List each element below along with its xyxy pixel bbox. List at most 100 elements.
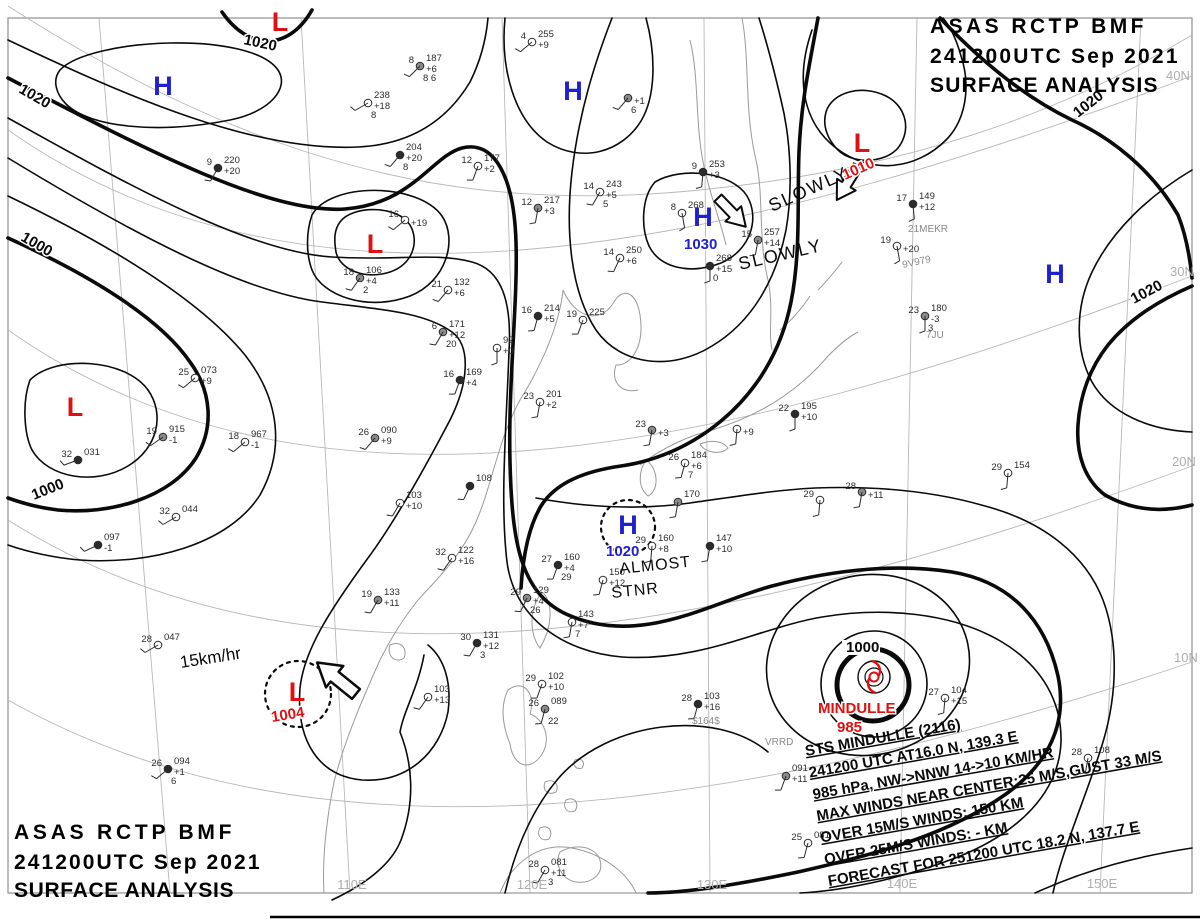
station-pressure: 268 — [688, 200, 704, 211]
wind-barb-icon — [735, 428, 738, 444]
wind-barb-icon — [648, 429, 653, 445]
wind-barb-tick-icon — [919, 330, 926, 334]
station-tendency: +15 — [716, 264, 732, 275]
station-pressure: 160 — [564, 552, 580, 563]
wind-barb-icon — [454, 379, 461, 395]
low-center-marker: L — [272, 7, 289, 37]
wind-barb-tick-icon — [345, 288, 352, 291]
misc-labels-layer: 9V979 21MEKR 7JU VRRD $164$ — [692, 224, 948, 748]
station-plot: 150+12 — [593, 567, 625, 596]
wind-barb-tick-icon — [853, 506, 860, 509]
wind-barb-tick-icon — [437, 568, 444, 571]
station-pressure: 180 — [931, 303, 947, 314]
wind-barb-tick-icon — [158, 520, 164, 525]
station-plot: 23 201+2 — [523, 389, 562, 419]
station-tendency: +9 — [538, 40, 549, 51]
movement-arrows — [315, 162, 864, 701]
station-tendency: +5 — [606, 190, 617, 201]
high-center-marker: H — [618, 510, 638, 540]
station-pressure: 204 — [406, 142, 422, 153]
station-plot: 18 106+42 — [343, 265, 381, 296]
station-pressure: 090 — [381, 425, 397, 436]
station-extra: 3 — [548, 877, 553, 888]
station-temp: 32 — [61, 449, 72, 460]
parallel-20n — [7, 465, 1193, 635]
station-tendency: +8 — [658, 544, 669, 555]
wind-barb-icon — [472, 165, 479, 181]
wind-barb-icon — [540, 708, 546, 724]
isobar-low-outer — [306, 189, 450, 304]
station-pressure: 250 — [626, 245, 642, 256]
isobar-1000-sw — [6, 236, 210, 513]
wind-barb-icon — [437, 289, 449, 302]
wind-barb-tick-icon — [607, 270, 614, 273]
station-extra: 7 — [575, 629, 580, 640]
parallel-50n — [7, 5, 1193, 197]
station-plot: 29 102+10 — [525, 671, 564, 699]
isobar-high-1030-outer — [568, 17, 791, 363]
wind-barb-tick-icon — [749, 254, 756, 257]
station-tendency: +18 — [374, 101, 390, 112]
graticule — [7, 5, 1193, 894]
misc-label: $164$ — [692, 716, 720, 727]
lon-label: 120E — [517, 877, 548, 892]
station-plot: 170 — [669, 489, 700, 519]
lat-label: 10N — [1174, 650, 1198, 665]
station-tendency: +12 — [609, 578, 625, 589]
station-temp: 19 — [361, 589, 372, 600]
wind-barb-tick-icon — [812, 514, 819, 517]
title-line: 241200UTC Sep 2021 — [930, 45, 1178, 68]
isobar-1020-ne — [938, 16, 1194, 280]
wind-barb-tick-icon — [463, 654, 470, 657]
station-plot: 29 160+8 — [635, 533, 674, 563]
high-center-marker: H — [563, 76, 583, 106]
station-pressure: 195 — [801, 401, 817, 412]
station-pressure: 149 — [919, 191, 935, 202]
wind-barb-tick-icon — [798, 856, 805, 859]
station-extra: 8 6 — [423, 73, 436, 84]
station-tendency: +10 — [406, 501, 422, 512]
low-center-marker: L — [854, 128, 871, 158]
station-tendency: +6 — [426, 64, 437, 75]
station-plot: 29 — [803, 489, 825, 517]
lon-label: 140E — [887, 876, 918, 891]
station-plot: 18 967-1 — [228, 429, 267, 453]
station-plot: 28 081+113 — [528, 857, 566, 888]
isobars — [6, 8, 1194, 901]
station-tendency: +10 — [716, 544, 732, 555]
station-temp: 6 — [432, 321, 437, 332]
station-pressure: 073 — [201, 365, 217, 376]
station-extra: 3 — [928, 323, 933, 334]
wind-barb-tick-icon — [204, 179, 211, 182]
station-temp: 19 — [566, 309, 577, 320]
wind-barb-icon — [613, 257, 621, 272]
meridian-100e — [98, 17, 171, 894]
wind-barb-icon — [463, 485, 471, 500]
title-line: SURFACE ANALYSIS — [14, 879, 234, 902]
station-plot: 238+188 — [350, 90, 390, 121]
station-tendency: +12 — [449, 330, 465, 341]
typhoon-eye-ring — [864, 667, 884, 687]
wind-barb-tick-icon — [531, 881, 538, 884]
station-pressure: 225 — [589, 307, 605, 318]
station-extra: 7 — [688, 470, 693, 481]
isobar-thin — [7, 157, 467, 781]
wind-barb-icon — [858, 491, 863, 507]
wind-barb-icon — [680, 462, 686, 478]
high-center-marker: H — [153, 71, 173, 101]
station-pressure: 031 — [84, 447, 100, 458]
lon-label: 130E — [697, 877, 728, 892]
wind-barb-icon — [520, 41, 533, 53]
station-tendency: +10 — [548, 682, 564, 693]
station-temp: 29 — [510, 587, 521, 598]
station-tendency: +11 — [792, 774, 807, 785]
station-pressure: 915 — [169, 424, 185, 435]
station-temp: 28 — [681, 693, 692, 704]
station-tendency: +6 — [691, 461, 702, 472]
parallel-30n — [7, 275, 1193, 455]
station-tendency: +0 — [503, 346, 514, 357]
coast-borneo — [499, 846, 637, 894]
station-plot: 26 094+16 — [151, 756, 190, 787]
station-plot: 32 031 — [59, 447, 100, 466]
